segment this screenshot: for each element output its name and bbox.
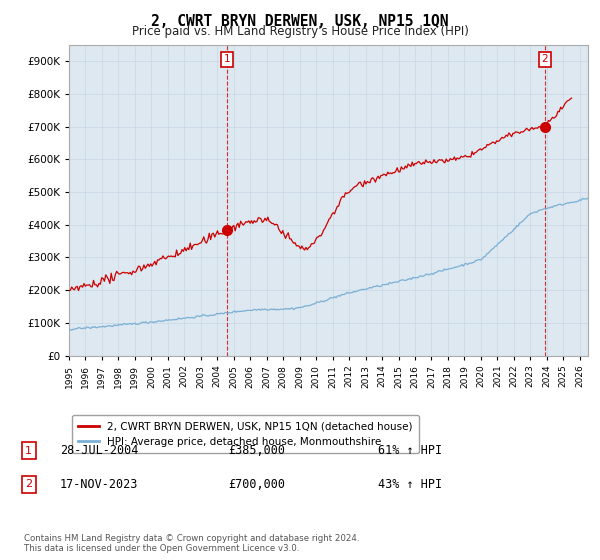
Text: Contains HM Land Registry data © Crown copyright and database right 2024.
This d: Contains HM Land Registry data © Crown c… bbox=[24, 534, 359, 553]
Text: 17-NOV-2023: 17-NOV-2023 bbox=[60, 478, 139, 491]
Text: £700,000: £700,000 bbox=[228, 478, 285, 491]
Text: 61% ↑ HPI: 61% ↑ HPI bbox=[378, 444, 442, 458]
Text: 2, CWRT BRYN DERWEN, USK, NP15 1QN: 2, CWRT BRYN DERWEN, USK, NP15 1QN bbox=[151, 14, 449, 29]
Text: £385,000: £385,000 bbox=[228, 444, 285, 458]
Text: 2: 2 bbox=[25, 479, 32, 489]
Text: 43% ↑ HPI: 43% ↑ HPI bbox=[378, 478, 442, 491]
Text: 1: 1 bbox=[223, 54, 230, 64]
Text: 2: 2 bbox=[542, 54, 548, 64]
Text: 1: 1 bbox=[25, 446, 32, 456]
Text: 28-JUL-2004: 28-JUL-2004 bbox=[60, 444, 139, 458]
Text: Price paid vs. HM Land Registry's House Price Index (HPI): Price paid vs. HM Land Registry's House … bbox=[131, 25, 469, 38]
Legend: 2, CWRT BRYN DERWEN, USK, NP15 1QN (detached house), HPI: Average price, detache: 2, CWRT BRYN DERWEN, USK, NP15 1QN (deta… bbox=[71, 415, 419, 453]
